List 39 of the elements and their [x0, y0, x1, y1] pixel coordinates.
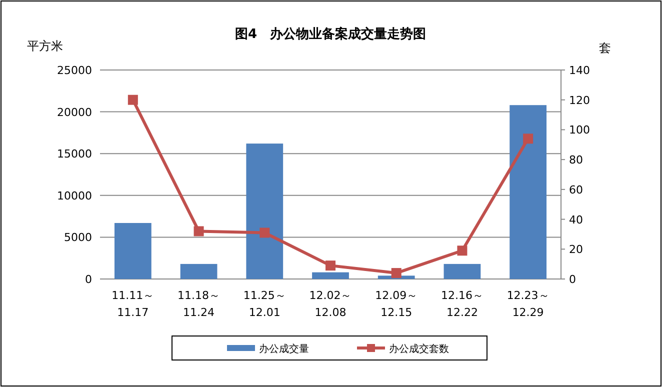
y2-tick-label: 0 [569, 273, 576, 286]
chart-title: 图4 办公物业备案成交量走势图 [234, 26, 426, 42]
point [128, 94, 138, 105]
point [260, 228, 270, 238]
point [194, 226, 204, 236]
y2-tick-label: 20 [569, 243, 583, 256]
x-tick-label: 12.02～12.08 [309, 289, 352, 319]
y2-tick-label: 140 [569, 64, 590, 77]
point [326, 260, 336, 271]
bar [114, 222, 152, 279]
y2-tick-label: 120 [569, 94, 590, 107]
point [457, 246, 468, 256]
point [391, 268, 402, 278]
y2-tick-label: 100 [569, 124, 590, 137]
y-tick-label: 20000 [57, 106, 92, 119]
x-tick-label: 11.25～12.01 [243, 289, 286, 319]
legend-label: 办公成交量 [259, 343, 309, 355]
y-tick-label: 10000 [57, 189, 92, 202]
y-tick-label: 15000 [57, 148, 92, 161]
x-tick-label: 12.23～12.29 [506, 289, 550, 319]
y2-tick-label: 80 [569, 154, 583, 167]
point [523, 134, 534, 144]
y-axis-title: 平方米 [27, 39, 63, 53]
y-tick-label: 5000 [64, 231, 92, 244]
y2-axis-title: 套 [599, 41, 611, 55]
bar [510, 105, 547, 279]
bar [180, 264, 218, 279]
y-tick-label: 25000 [57, 64, 92, 77]
bar [444, 264, 481, 279]
x-tick-label: 12.09～12.15 [375, 289, 418, 319]
legend-label: 办公成交套数 [389, 343, 449, 355]
bar [246, 144, 284, 279]
x-tick-label: 11.11～11.17 [112, 289, 154, 319]
bar [312, 272, 349, 279]
y2-tick-label: 40 [569, 213, 583, 226]
y2-tick-label: 60 [569, 183, 583, 196]
x-tick-label: 11.18～11.24 [178, 289, 220, 319]
y-tick-label: 0 [85, 273, 92, 286]
x-tick-label: 12.16～12.22 [440, 289, 484, 319]
